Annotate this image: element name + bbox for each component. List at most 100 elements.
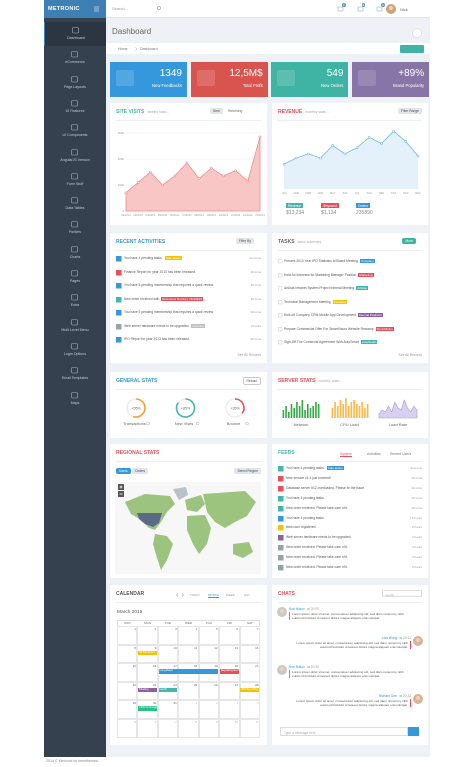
see-all-link[interactable]: See All Records <box>398 353 422 357</box>
day-cell[interactable] <box>219 644 240 664</box>
day-cell[interactable] <box>137 663 158 682</box>
tab[interactable]: Activities <box>367 452 381 456</box>
chat-name[interactable]: Lisa Wong <box>381 636 398 640</box>
calendar-event[interactable]: Meeting <box>138 687 158 693</box>
button[interactable]: Filter Range <box>398 108 422 114</box>
day-cell[interactable] <box>219 681 240 701</box>
day-cell[interactable] <box>239 681 260 701</box>
calendar-view-button[interactable]: MONTH <box>208 593 219 598</box>
tab[interactable]: System <box>340 452 352 457</box>
calendar-view-button[interactable]: TODAY <box>190 593 201 597</box>
day-cell[interactable] <box>137 644 158 664</box>
day-cell[interactable] <box>239 626 260 645</box>
sidebar-item[interactable]: Portlets <box>44 216 106 240</box>
day-cell[interactable] <box>219 663 240 682</box>
button[interactable]: Users <box>116 468 131 474</box>
day-cell[interactable] <box>219 719 240 738</box>
date-range-button[interactable] <box>400 44 424 53</box>
button[interactable]: New <box>210 108 223 114</box>
button[interactable]: Reload <box>242 377 261 385</box>
sidebar-item[interactable]: Data Tables <box>44 192 106 216</box>
day-cell[interactable] <box>157 681 179 701</box>
sidebar-item[interactable]: Maps <box>44 387 106 411</box>
item-icon <box>116 337 122 343</box>
sidebar-item[interactable]: Form Stuff <box>44 168 106 192</box>
day-cell[interactable] <box>117 663 138 682</box>
calendar-event[interactable]: Lunch <box>158 687 178 693</box>
zoom-in[interactable] <box>118 484 124 490</box>
day-cell[interactable] <box>198 719 220 738</box>
calendar-view-button[interactable]: DAY <box>244 593 250 597</box>
calendar-event[interactable]: Click for Google <box>138 706 158 711</box>
chat-name[interactable]: Bob Nilson <box>289 607 305 611</box>
day-cell[interactable] <box>137 719 158 738</box>
tab[interactable]: Recent Users <box>390 452 412 456</box>
day-cell[interactable] <box>239 644 260 664</box>
day-cell[interactable] <box>117 644 138 664</box>
sidebar-item[interactable]: UI Features <box>44 95 106 119</box>
user-name[interactable]: Nick <box>400 6 408 12</box>
day-cell[interactable] <box>198 681 220 701</box>
checkbox <box>278 286 283 291</box>
calendar-event[interactable]: Long Event <box>158 669 219 674</box>
send-button[interactable] <box>408 727 419 736</box>
zoom-out[interactable] <box>118 491 124 497</box>
day-cell[interactable] <box>239 700 260 719</box>
day-cell[interactable] <box>178 681 199 701</box>
day-cell[interactable] <box>198 700 220 719</box>
day-cell[interactable] <box>239 663 260 682</box>
sidebar-item[interactable]: AngularJS Version <box>44 144 106 168</box>
day-cell[interactable] <box>117 719 138 738</box>
calendar-event[interactable]: All Day Event <box>138 650 158 656</box>
breadcrumb-link[interactable]: Home <box>118 46 128 51</box>
day-cell[interactable] <box>219 626 240 645</box>
day-cell[interactable] <box>117 626 138 645</box>
day-cell[interactable] <box>198 626 220 645</box>
list-item: Hold An Interview for Marketing Manager … <box>284 272 414 277</box>
see-all-link[interactable]: See All Records <box>237 353 261 357</box>
button[interactable]: Returning <box>228 109 243 113</box>
calendar-event[interactable]: Repeating Event <box>219 669 239 674</box>
sidebar-item[interactable]: Multi Level Menu <box>44 314 106 338</box>
button[interactable]: Filter By <box>235 238 254 244</box>
day-cell[interactable] <box>178 719 199 738</box>
chart <box>277 665 287 675</box>
day-cell[interactable] <box>178 700 199 719</box>
day-cell[interactable] <box>219 700 240 719</box>
sidebar-item[interactable]: Charts <box>44 241 106 265</box>
sidebar-item[interactable]: Email Templates <box>44 362 106 386</box>
button[interactable]: More <box>402 238 416 244</box>
day-cell[interactable] <box>178 644 199 664</box>
sidebar-item[interactable]: UI Components <box>44 119 106 143</box>
button[interactable]: Select Region <box>234 468 261 474</box>
day-cell[interactable] <box>239 719 260 738</box>
sidebar-item[interactable]: Login Options <box>44 338 106 362</box>
calendar-event[interactable]: Birthday Party <box>240 687 260 693</box>
button[interactable]: Orders <box>132 468 149 474</box>
day-cell[interactable] <box>137 626 158 645</box>
day-cell[interactable] <box>157 644 179 664</box>
sidebar-item[interactable]: Extra <box>44 289 106 313</box>
calendar-view-button[interactable]: WEEK <box>226 593 235 597</box>
chat-name[interactable]: Bob Nilson <box>289 665 305 669</box>
sidebar-item[interactable]: Pages <box>44 265 106 289</box>
sidebar-item[interactable]: Page Layouts <box>44 71 106 95</box>
breadcrumb-link[interactable]: Dashboard <box>140 46 158 51</box>
day-cell[interactable] <box>198 644 220 664</box>
sidebar-item[interactable]: eCommerce <box>44 46 106 70</box>
day-cell[interactable] <box>178 626 199 645</box>
search-input[interactable]: Search... <box>112 6 129 11</box>
day-number: 12 <box>214 645 218 650</box>
chat-name[interactable]: Richard Doe <box>378 694 398 698</box>
day-cell[interactable] <box>157 719 179 738</box>
chat-search[interactable]: search... <box>382 590 422 597</box>
sidebar-item[interactable]: Dashboard <box>44 22 106 46</box>
day-cell[interactable] <box>137 700 158 719</box>
day-cell[interactable] <box>157 626 179 645</box>
day-cell[interactable] <box>117 681 138 701</box>
bar <box>290 404 293 418</box>
message-input[interactable]: Type a message here... <box>280 727 408 736</box>
day-cell[interactable] <box>117 700 138 719</box>
day-cell[interactable] <box>157 700 179 719</box>
day-cell[interactable] <box>137 681 158 701</box>
